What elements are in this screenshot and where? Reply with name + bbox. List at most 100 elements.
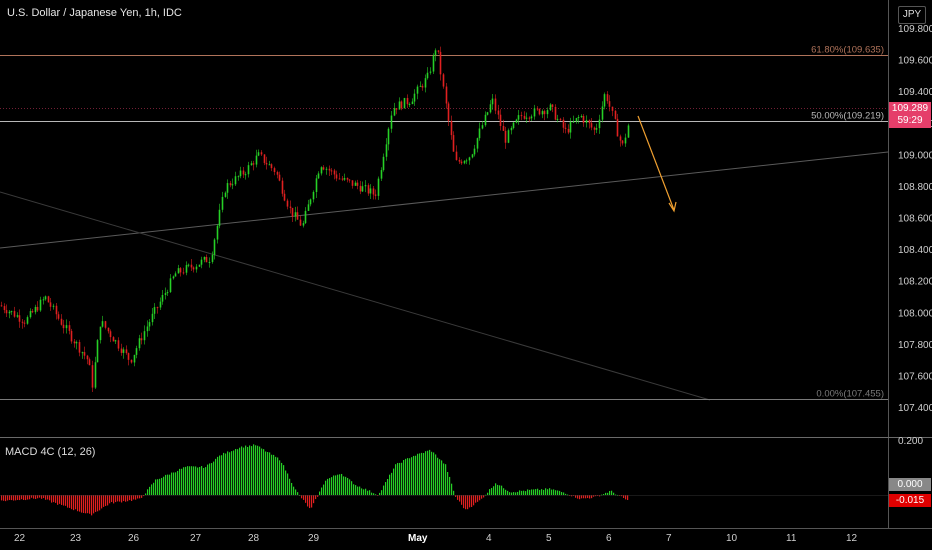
candle-body bbox=[229, 183, 232, 186]
macd-bar bbox=[423, 452, 425, 495]
candle-body bbox=[400, 101, 403, 109]
fibonacci-levels[interactable]: 61.80%(109.635) 50.00%(109.219) 0.00%(107.… bbox=[0, 45, 888, 400]
candle-body bbox=[569, 121, 572, 133]
candle-body bbox=[234, 176, 237, 185]
candle-body bbox=[164, 293, 167, 295]
macd-bar bbox=[1, 495, 3, 501]
candle-body bbox=[278, 174, 281, 181]
macd-bar bbox=[167, 474, 169, 495]
candle-body bbox=[390, 115, 393, 129]
macd-bar bbox=[243, 447, 245, 495]
macd-bar bbox=[535, 489, 537, 495]
macd-bar bbox=[69, 495, 71, 508]
macd-bar bbox=[259, 446, 261, 495]
macd-bar bbox=[83, 495, 85, 514]
candle-body bbox=[99, 326, 102, 341]
macd-bar bbox=[491, 487, 493, 495]
macd-bar bbox=[285, 470, 287, 495]
macd-bar bbox=[63, 495, 65, 506]
chart-title: U.S. Dollar / Japanese Yen, 1h, IDC bbox=[7, 7, 182, 19]
macd-bar bbox=[39, 495, 41, 498]
macd-bar bbox=[85, 495, 87, 514]
macd-bar bbox=[375, 494, 377, 496]
candle-body bbox=[429, 71, 432, 73]
macd-bar bbox=[507, 490, 509, 495]
macd-bar bbox=[343, 476, 345, 495]
macd-bar bbox=[117, 495, 119, 502]
last-price-value: 109.289 bbox=[891, 103, 929, 114]
macd-bar bbox=[485, 494, 487, 496]
macd-bar bbox=[195, 466, 197, 495]
candle-body bbox=[335, 174, 338, 179]
macd-bar bbox=[131, 495, 133, 501]
candle-body bbox=[346, 178, 349, 180]
macd-indicator-title[interactable]: MACD 4C (12, 26) bbox=[5, 446, 96, 458]
macd-bar bbox=[255, 445, 257, 495]
candle-body bbox=[8, 311, 11, 314]
macd-bar bbox=[563, 492, 565, 495]
candle-body bbox=[172, 276, 175, 279]
candle-countdown: 59:29 bbox=[897, 115, 923, 126]
macd-bar bbox=[41, 495, 43, 499]
macd-bar bbox=[165, 474, 167, 495]
macd-bar bbox=[413, 455, 415, 495]
candle-body bbox=[237, 176, 240, 178]
trend-line-rising[interactable] bbox=[0, 151, 889, 249]
candle-body bbox=[621, 140, 624, 144]
macd-bar bbox=[603, 494, 605, 495]
macd-bar bbox=[123, 495, 125, 502]
macd-bar bbox=[411, 457, 413, 495]
macd-bar bbox=[539, 490, 541, 495]
time-tick-label: 10 bbox=[726, 533, 738, 544]
macd-bar bbox=[113, 495, 115, 504]
candle-body bbox=[608, 101, 611, 107]
currency-button[interactable]: JPY bbox=[898, 6, 926, 24]
projection-arrow[interactable] bbox=[637, 115, 677, 213]
candle-body bbox=[138, 338, 141, 349]
macd-bar bbox=[121, 495, 123, 503]
candle-body bbox=[611, 106, 614, 111]
macd-bar bbox=[235, 448, 237, 495]
candle-body bbox=[489, 104, 492, 113]
macd-bar bbox=[89, 495, 91, 514]
candle-body bbox=[29, 311, 32, 318]
macd-bar bbox=[225, 453, 227, 495]
macd-bar bbox=[453, 490, 455, 495]
macd-bar bbox=[447, 472, 449, 495]
candle-body bbox=[231, 184, 234, 186]
macd-bar bbox=[449, 476, 451, 495]
macd-bar bbox=[397, 462, 399, 495]
macd-bar bbox=[549, 488, 551, 495]
macd-bar bbox=[419, 453, 421, 495]
candle-body bbox=[273, 168, 276, 173]
macd-bar bbox=[345, 476, 347, 495]
candle-body bbox=[192, 267, 195, 270]
macd-bar bbox=[517, 491, 519, 495]
fib-level-label: 0.00%(107.455) bbox=[816, 389, 884, 400]
last-price-badge: 109.289 59:29 bbox=[889, 102, 931, 128]
macd-bar bbox=[169, 474, 171, 495]
macd-bar bbox=[363, 489, 365, 495]
candle-body bbox=[374, 194, 377, 196]
macd-bar bbox=[495, 483, 497, 495]
candle-body bbox=[263, 154, 266, 163]
macd-bar bbox=[189, 466, 191, 495]
macd-bar bbox=[129, 495, 131, 501]
macd-bar bbox=[407, 458, 409, 495]
candle-body bbox=[226, 183, 229, 193]
macd-bar bbox=[301, 495, 303, 499]
candle-body bbox=[117, 340, 120, 349]
trend-line-falling[interactable] bbox=[0, 191, 711, 401]
candle-body bbox=[23, 322, 26, 324]
macd-bar bbox=[177, 470, 179, 495]
candle-body bbox=[146, 326, 149, 332]
macd-bar bbox=[245, 445, 247, 495]
candle-body bbox=[156, 307, 159, 309]
candle-body bbox=[221, 196, 224, 210]
candle-body bbox=[255, 155, 258, 165]
macd-bar bbox=[231, 451, 233, 495]
candle-body bbox=[517, 115, 520, 120]
macd-bar bbox=[503, 488, 505, 495]
candle-body bbox=[208, 261, 211, 263]
